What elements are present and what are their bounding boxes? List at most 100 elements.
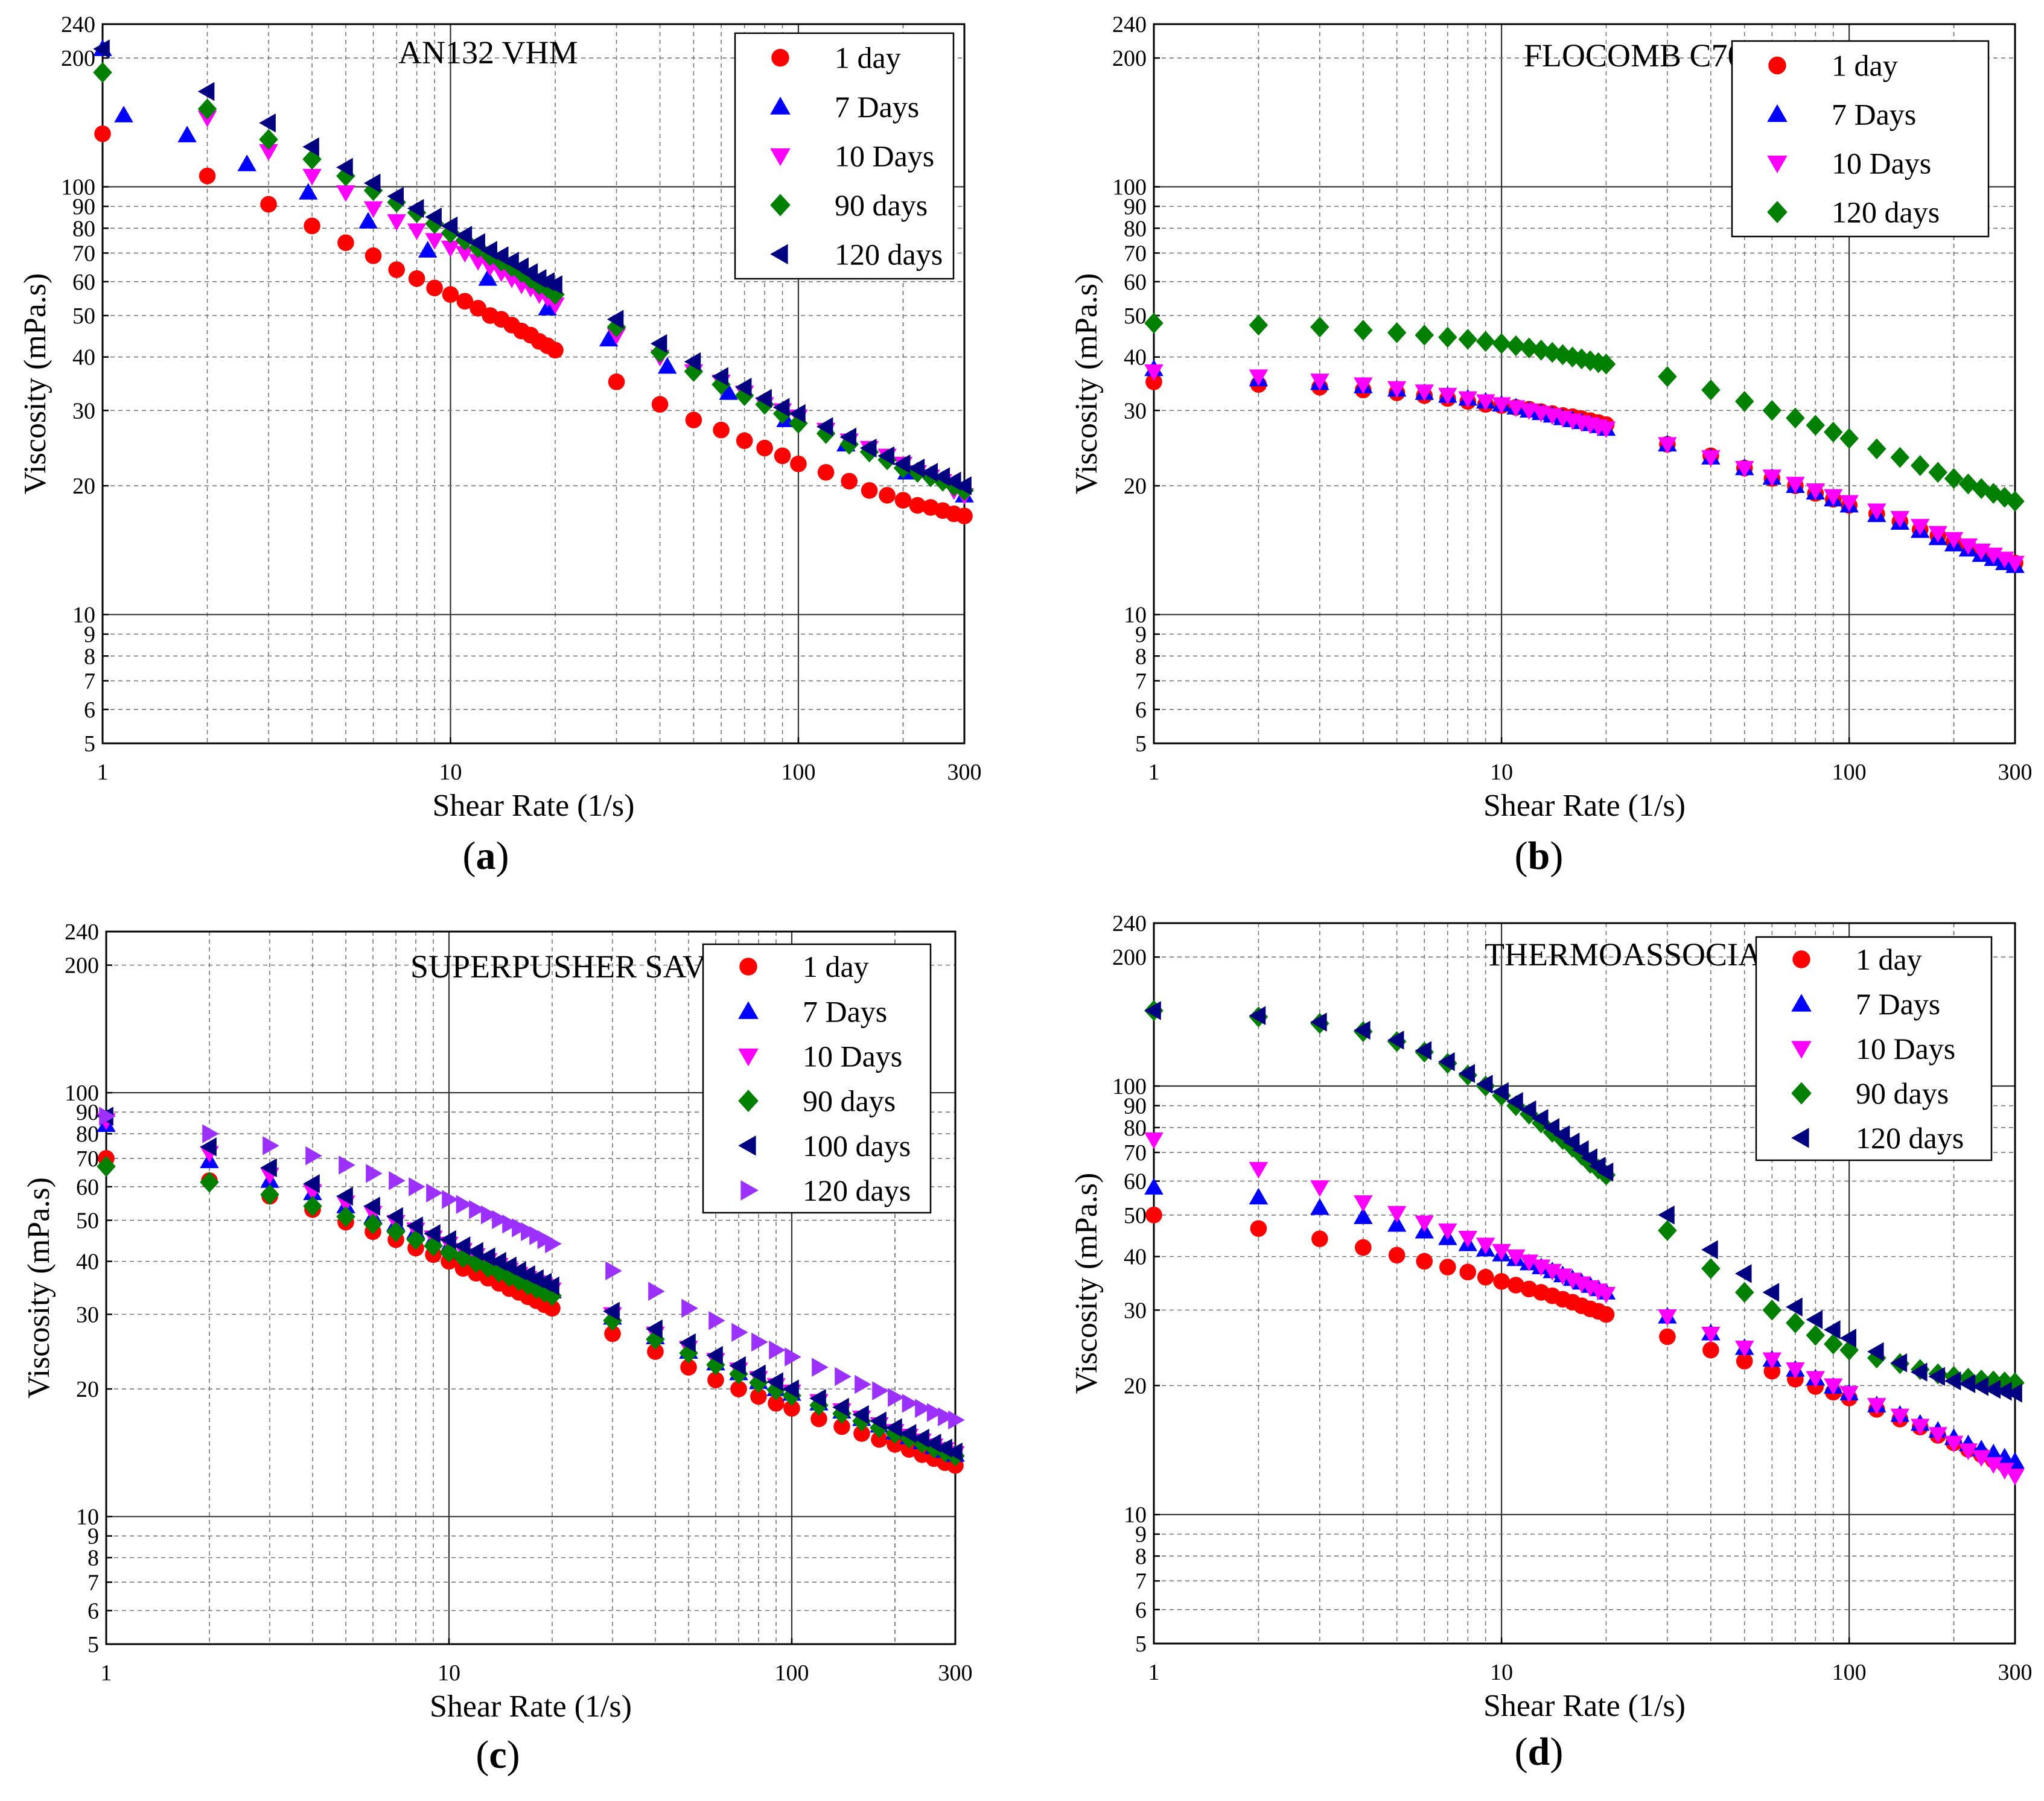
data-point	[259, 144, 278, 161]
data-point	[861, 482, 878, 499]
x-tick-label: 300	[1998, 760, 2033, 785]
data-point	[1701, 1326, 1721, 1344]
data-point	[1995, 486, 2014, 508]
data-point	[879, 487, 896, 504]
data-point	[900, 1441, 918, 1458]
data-point	[835, 1367, 852, 1386]
data-point	[418, 241, 438, 258]
y-tick-label: 100	[1112, 175, 1147, 200]
data-point	[1310, 373, 1329, 390]
y-tick-label: 200	[65, 953, 99, 979]
legend-label: 7 Days	[835, 90, 919, 124]
data-point	[1458, 1064, 1476, 1083]
legend-label: 90 days	[803, 1084, 896, 1118]
data-point	[1806, 415, 1826, 436]
data-point	[453, 1247, 473, 1268]
data-point	[1387, 381, 1407, 398]
data-point	[442, 286, 459, 303]
data-point	[2005, 1469, 2025, 1486]
data-point	[1890, 446, 1910, 468]
y-tick-label: 9	[88, 1524, 99, 1549]
data-point	[1458, 329, 1477, 350]
data-point	[1388, 1247, 1406, 1264]
data-point	[470, 300, 486, 317]
data-point	[812, 1358, 829, 1377]
y-tick-label: 200	[61, 46, 95, 71]
data-layer	[1144, 313, 2025, 573]
data-point	[358, 212, 378, 229]
legend: 1 day 7 Days 10 Days 90 days 120 days	[1755, 936, 1993, 1161]
x-axis-label: Shear Rate (1/s)	[1483, 789, 1686, 823]
data-point	[1562, 1132, 1580, 1152]
data-point	[545, 1234, 562, 1254]
x-tick-label: 1	[1148, 760, 1160, 785]
data-point	[736, 432, 753, 449]
data-point	[1508, 1277, 1524, 1294]
data-point	[202, 1124, 219, 1143]
data-point	[1249, 314, 1269, 336]
data-point	[1492, 1082, 1509, 1102]
x-axis-label: Shear Rate (1/s)	[1483, 1689, 1686, 1723]
y-tick-label: 20	[1124, 1373, 1147, 1399]
legend-label: 7 Days	[1832, 98, 1916, 132]
data-point	[1476, 1075, 1493, 1094]
legend-label: 120 days	[1856, 1121, 1964, 1155]
data-point	[492, 1210, 509, 1230]
data-point	[1910, 519, 1930, 536]
data-point	[303, 1195, 322, 1217]
data-point	[1984, 1379, 2001, 1399]
legend-box	[1755, 936, 1993, 1161]
data-point	[114, 106, 133, 122]
data-point	[305, 1146, 322, 1166]
legend-marker	[740, 1180, 759, 1201]
data-point	[386, 1221, 406, 1242]
data-point	[263, 1136, 279, 1155]
data-point	[339, 1155, 355, 1175]
y-tick-label: 6	[84, 697, 95, 723]
data-point	[441, 240, 460, 258]
data-point	[1762, 1300, 1782, 1321]
data-point	[480, 1205, 498, 1225]
y-tick-label: 10	[72, 603, 95, 628]
data-point	[93, 39, 110, 59]
data-point	[1597, 1306, 1615, 1323]
data-point	[1354, 320, 1373, 341]
data-point	[1984, 1443, 2003, 1461]
legend-marker	[770, 97, 791, 115]
data-point	[679, 1342, 698, 1364]
data-point	[1701, 1240, 1718, 1260]
data-point	[1867, 438, 1886, 460]
data-point	[1702, 1341, 1719, 1359]
y-tick-label: 30	[72, 398, 95, 424]
x-axis-label: Shear Rate (1/s)	[432, 789, 634, 823]
y-tick-label: 5	[1135, 1631, 1147, 1657]
data-point	[1786, 407, 1805, 429]
data-point	[1658, 437, 1677, 454]
data-point	[855, 1374, 871, 1394]
legend-label: 100 days	[803, 1129, 911, 1163]
data-point	[441, 216, 458, 236]
data-point	[789, 413, 808, 434]
x-tick-label: 1	[97, 760, 109, 785]
chart-title: SUPERPUSHER SAV55	[410, 948, 739, 985]
data-point	[260, 1184, 279, 1205]
data-point	[841, 472, 858, 490]
data-point	[1439, 1259, 1456, 1275]
data-layer	[97, 1107, 965, 1474]
data-point	[915, 1399, 932, 1418]
data-point	[707, 1371, 724, 1388]
series-120-days	[1144, 313, 2025, 512]
legend-label: 1 day	[1856, 942, 1922, 976]
data-point	[260, 195, 277, 213]
data-point	[648, 1282, 665, 1301]
y-tick-label: 90	[76, 1100, 99, 1125]
data-point	[1387, 322, 1407, 343]
data-point	[1701, 379, 1721, 401]
data-point	[426, 279, 443, 297]
data-point	[1890, 1353, 1908, 1373]
y-tick-label: 70	[1124, 241, 1147, 266]
data-point	[388, 261, 405, 278]
data-point	[712, 367, 728, 386]
legend-marker	[739, 958, 757, 976]
